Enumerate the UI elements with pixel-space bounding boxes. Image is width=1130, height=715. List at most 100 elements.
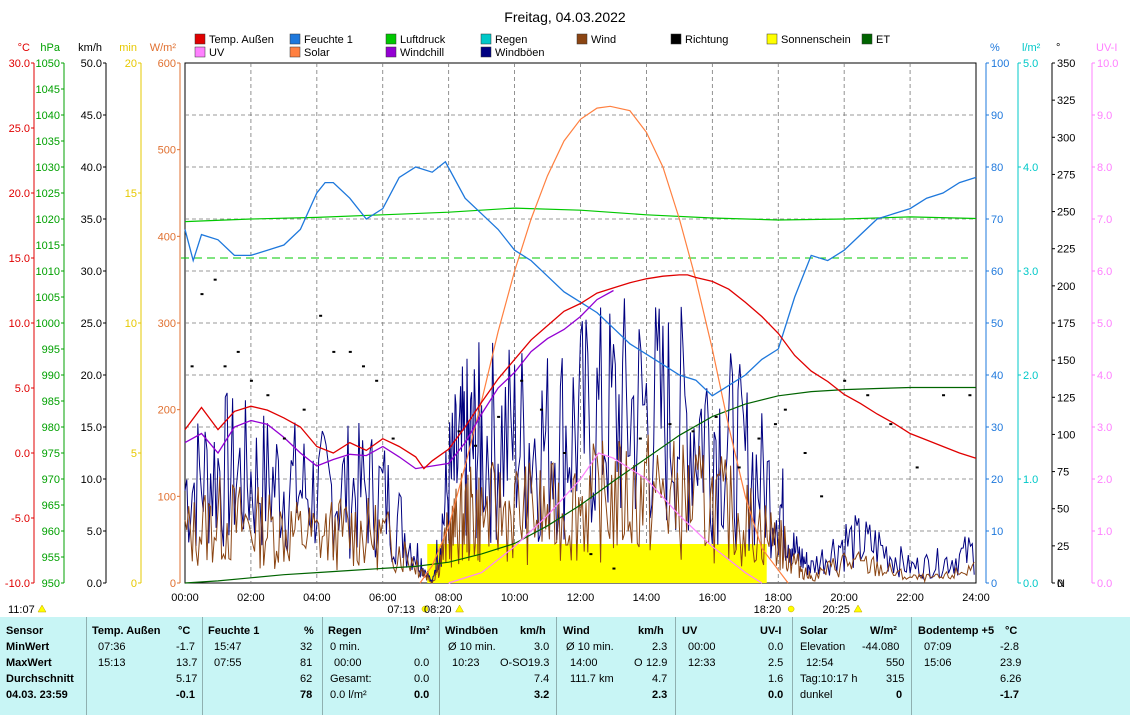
x-tick-label: 24:00 (962, 592, 990, 604)
axes: °C 30.0 25.0 20.0 15.0 10.0 5.0 0.0 -5.0 -10.0 hPa… (5, 42, 1119, 590)
uv-unit: UV-I (760, 625, 782, 637)
solar-current: 0 (896, 689, 903, 701)
left-axis-0-tick-label: 10.0 (9, 318, 30, 330)
solar-r4-label: dunkel (800, 689, 833, 701)
wind-direction-point (236, 350, 240, 353)
humidity-title: Feuchte 1 (208, 625, 260, 637)
gust-unit: km/h (520, 625, 546, 637)
wind-direction-point (866, 394, 870, 397)
left-axis-1-tick-label: 965 (42, 500, 60, 512)
wind-direction-point (889, 423, 893, 426)
wind-direction-point (249, 379, 253, 382)
uv-r2-value: 2.5 (768, 657, 784, 669)
series-humidity (184, 160, 977, 397)
series-uv (448, 452, 763, 584)
right-axis-0-unit: % (990, 42, 1000, 54)
wind-direction-point (474, 444, 478, 447)
uv-r2-time: 12:33 (688, 657, 716, 669)
left-axis-1-tick-label: 1045 (36, 84, 60, 96)
right-axis-2-tick-label: 350 (1057, 58, 1075, 70)
series-et (184, 386, 976, 584)
legend-uv-swatch (194, 46, 206, 58)
left-axis-1-tick-label: 1000 (36, 318, 60, 330)
humidity-avg: 62 (300, 673, 313, 685)
legend: Temp. Außen Feuchte 1 Luftdruck Regen Wind Ri… (194, 33, 890, 59)
right-axis-1-tick-label: 4.0 (1023, 162, 1038, 174)
marker-label: 18:20 (754, 604, 782, 616)
wind-direction-point (348, 350, 352, 353)
soil-temp-title: Bodentemp +5 (918, 625, 995, 637)
legend-temp-außen-label: Temp. Außen (209, 34, 274, 46)
wind-unit: km/h (638, 625, 664, 637)
soil-temp-unit: °C (1005, 625, 1018, 637)
x-tick-label: 16:00 (699, 592, 727, 604)
rain-r2-label: 00:00 (334, 657, 362, 669)
left-axis-1-tick-label: 955 (42, 552, 60, 564)
right-axis-2-tick-label: 300 (1057, 132, 1075, 144)
marker-label: 07:13 (387, 604, 415, 616)
row-label-sensor: Sensor (6, 625, 44, 637)
soil-temp-current: -1.7 (1000, 689, 1019, 701)
wind-direction-point (783, 408, 787, 411)
wind-direction-point (757, 437, 761, 440)
left-axis-1-tick-label: 1040 (36, 110, 60, 122)
left-axis-4-tick-label: 300 (158, 318, 176, 330)
legend-solar-label: Solar (304, 47, 330, 59)
right-axis-3-tick-label: 4.0 (1097, 370, 1112, 382)
temp-avg: 5.17 (176, 673, 198, 685)
legend-solar-swatch (289, 46, 301, 58)
legend-wind-label: Wind (591, 34, 616, 46)
right-axis-0-tick-label: 70 (991, 214, 1003, 226)
marker-triangle-icon (853, 604, 863, 613)
wind-r2-direction: O (634, 657, 643, 669)
legend-uv-label: UV (209, 47, 225, 59)
right-axis-1-tick-label: 0.0 (1023, 578, 1038, 590)
right-axis-2-tick-label: 75 (1057, 467, 1069, 479)
right-axis-2-tick-label: 100 (1057, 429, 1075, 441)
right-axis-2-tick-label: 125 (1057, 392, 1075, 404)
right-axis-1-unit: l/m² (1022, 42, 1041, 54)
x-tick-label: 04:00 (303, 592, 331, 604)
wind-direction-point (820, 495, 824, 498)
right-axis-3-tick-label: 7.0 (1097, 214, 1112, 226)
gust-avg: 7.4 (534, 673, 550, 685)
left-axis-2-tick-label: 50.0 (81, 58, 102, 70)
uv-current: 0.0 (768, 689, 784, 701)
chart-title: Freitag, 04.03.2022 (504, 9, 626, 25)
uv-title: UV (682, 625, 698, 637)
right-axis-3-tick-label: 3.0 (1097, 422, 1112, 434)
left-axis-2-tick-label: 25.0 (81, 318, 102, 330)
legend-luftdruck-swatch (385, 33, 397, 45)
wind-direction-point (773, 423, 777, 426)
left-axis-0-tick-label: 0.0 (15, 448, 30, 460)
legend-feuchte-1-swatch (289, 33, 301, 45)
right-axis-2-tick-label: 250 (1057, 207, 1075, 219)
wind-r2-value: 12.9 (646, 657, 668, 669)
left-axis-0-unit: °C (18, 42, 30, 54)
right-axis-0-tick-label: 40 (991, 370, 1003, 382)
x-tick-label: 00:00 (171, 592, 199, 604)
left-axis-4-tick-label: 600 (158, 58, 176, 70)
left-axis-1-tick-label: 995 (42, 344, 60, 356)
legend-sonnenschein-label: Sonnenschein (781, 34, 851, 46)
marker-label: 11:07 (8, 604, 35, 616)
left-axis-0-tick-label: 25.0 (9, 123, 30, 135)
wind-direction-point (223, 365, 227, 368)
wind-direction-point (282, 437, 286, 440)
left-axis-1-tick-label: 950 (42, 578, 60, 590)
wind-direction-point (968, 394, 972, 397)
wind-direction-point (190, 365, 194, 368)
right-axis-0-tick-label: 50 (991, 318, 1003, 330)
left-axis-1-tick-label: 1025 (36, 188, 60, 200)
solar-r1-label: Elevation (800, 641, 846, 653)
legend-et-label: ET (876, 34, 890, 46)
right-axis-3-unit: UV-I (1096, 42, 1117, 54)
rain-current: 0.0 (414, 689, 430, 701)
wind-direction-point (302, 408, 306, 411)
row-label-min: MinWert (6, 641, 50, 653)
humidity-max: 81 (300, 657, 313, 669)
row-label-avg: Durchschnitt (6, 673, 74, 685)
x-tick-label: 22:00 (896, 592, 924, 604)
right-axis-3-tick-label: 0.0 (1097, 578, 1112, 590)
left-axis-3-unit: min (119, 42, 137, 54)
